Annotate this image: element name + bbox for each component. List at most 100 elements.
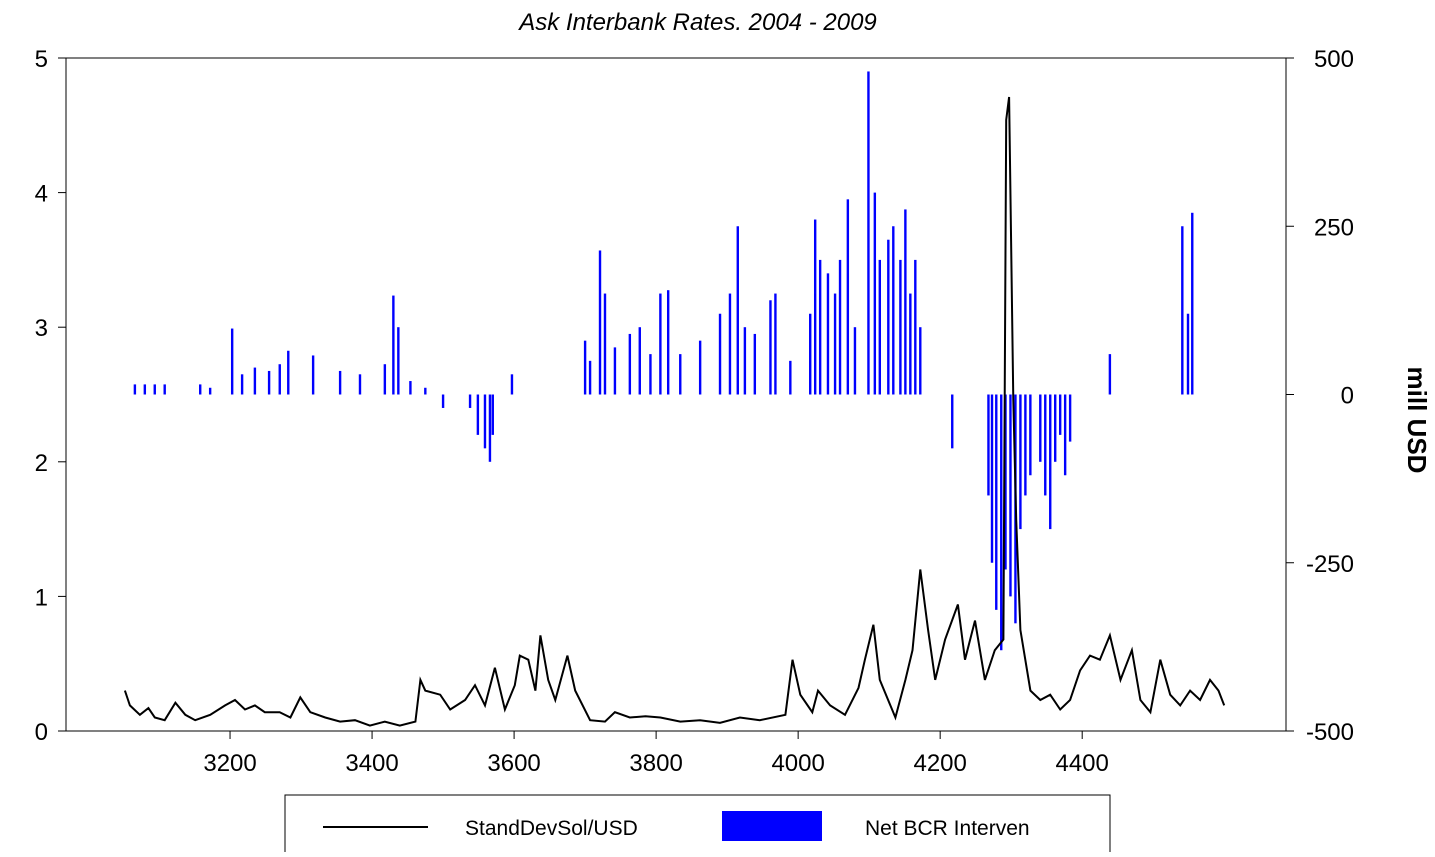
x-tick-label: 4000 [771,750,824,777]
bar [919,327,922,395]
bar [951,394,954,449]
bar [679,354,682,395]
bar [659,293,662,395]
y-tick-label: 3 [35,315,48,342]
bar [987,394,990,496]
bar [995,394,998,610]
y2-tick-label: -250 [1306,551,1354,578]
bar [904,209,907,395]
y2-tick-label: -500 [1306,719,1354,746]
bar [753,333,757,395]
bar [1068,394,1072,442]
y2-tick-label: 500 [1314,46,1354,73]
x-tick-label: 3400 [345,750,398,777]
y2-tick-label: 250 [1314,214,1354,241]
bar [867,71,870,395]
bar [1186,313,1190,395]
bar [846,199,850,395]
bar [598,250,602,395]
bar [892,226,895,395]
bar [638,327,641,395]
bar [853,327,857,395]
bar [424,387,427,395]
bar [483,394,487,449]
bar [1019,394,1022,530]
bar [338,370,342,395]
bar [468,394,472,408]
y2-tick-label: 0 [1341,383,1354,410]
bar [1054,394,1057,462]
bar [774,293,777,395]
line [123,96,1226,727]
bar [899,259,902,395]
bar [914,259,917,395]
x-tick-label: 3600 [487,750,540,777]
bar [441,394,445,408]
bar [397,327,400,395]
x-tick-label: 4400 [1055,750,1108,777]
bar [698,340,702,395]
bar [878,259,882,395]
bar [1004,394,1007,570]
bar [718,313,722,395]
bar [736,226,739,395]
bar [666,290,670,395]
y-tick-label: 0 [35,719,48,746]
bar [491,394,494,435]
bar [230,328,234,395]
x-tick-label: 3200 [203,750,256,777]
bar [358,374,362,395]
bar [990,394,994,563]
bar [809,313,812,395]
bar [253,367,257,395]
bar [163,384,166,395]
bar [1108,354,1112,395]
y-tick-label: 2 [35,450,48,477]
bar [1044,394,1047,496]
bar [583,340,587,395]
bar [1024,394,1027,496]
y2-axis-label: mill USD [1402,367,1432,474]
bar [743,327,747,395]
bar [813,219,817,395]
bar [909,293,912,395]
bar [603,293,607,395]
bar [833,293,837,395]
bar [409,381,412,395]
plot-frame [65,57,1287,732]
bar [240,374,244,395]
bar [383,364,387,395]
bar [1181,226,1184,395]
bar [1000,394,1003,651]
y-tick-label: 5 [35,46,48,73]
bar [826,273,830,395]
bar [628,333,632,395]
bar [392,295,395,395]
bar [278,364,281,395]
bar [208,387,212,395]
bar [789,360,792,395]
bar [887,239,890,395]
bar [728,293,732,395]
bar [488,394,492,462]
bar [873,192,877,395]
bar [311,355,315,395]
bar [1029,394,1032,476]
legend-label: Net BCR Interven [865,817,1030,840]
bar [1039,394,1042,462]
bar [769,300,772,395]
bar [267,370,271,395]
bar [838,259,842,395]
bar [143,384,147,395]
bar [153,384,156,395]
y-tick-label: 4 [35,181,48,208]
bar [818,259,822,395]
bar [199,384,202,395]
bar [1191,212,1194,395]
bar [1063,394,1067,476]
x-tick-label: 3800 [629,750,682,777]
bar [588,360,592,395]
bar [1009,394,1012,597]
bar [1049,394,1052,530]
